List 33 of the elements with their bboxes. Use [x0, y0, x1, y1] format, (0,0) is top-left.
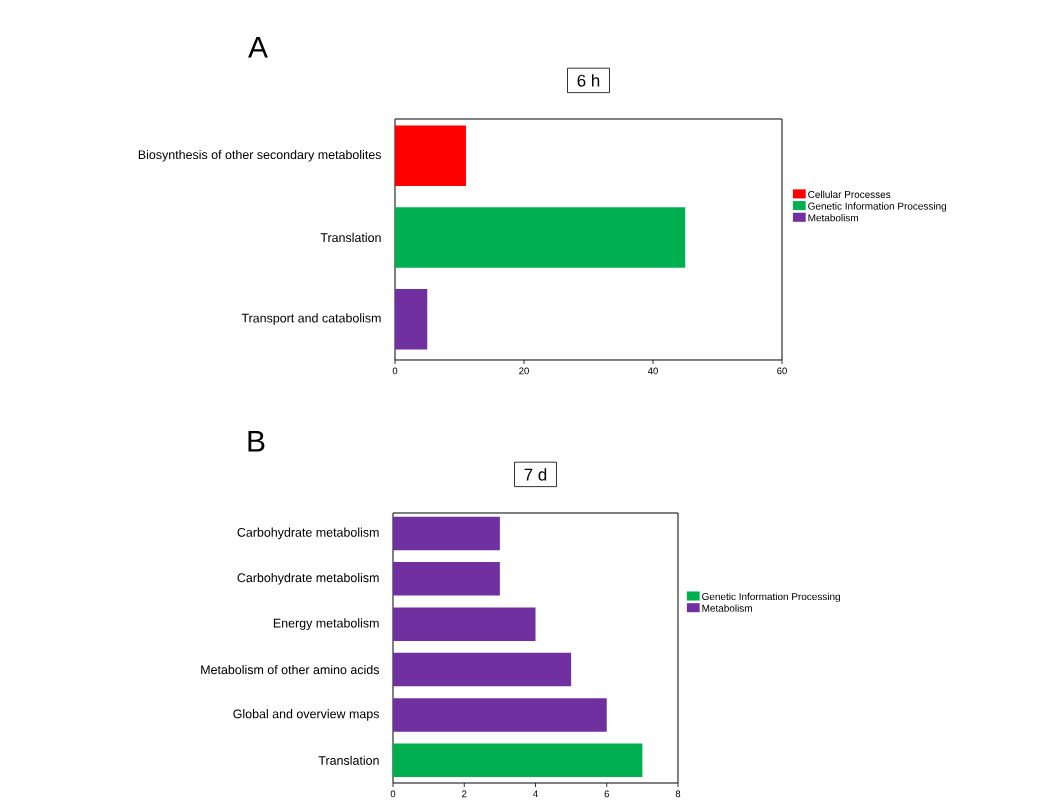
- y-tick-label: Translation: [320, 232, 381, 243]
- legend-label: Metabolism: [702, 604, 752, 612]
- y-tick-label: Metabolism of other amino acids: [201, 664, 379, 675]
- x-tick-label: 2: [462, 790, 467, 798]
- x-tick-label: 4: [533, 790, 538, 798]
- y-tick-label: Global and overview maps: [233, 709, 379, 721]
- bar: [393, 652, 572, 687]
- text: B: [248, 430, 265, 452]
- x-tick-label: 60: [777, 367, 787, 375]
- x-tick-label: 40: [647, 367, 658, 375]
- text: A: [248, 36, 268, 58]
- legend-label: Genetic Information Processing: [702, 592, 840, 603]
- bar: [393, 743, 643, 778]
- y-tick-label: Carbohydrate metabolism: [237, 572, 379, 585]
- y-tick-label: Translation: [318, 755, 379, 765]
- legend-label: Metabolism: [808, 214, 858, 222]
- x-tick-label: 6: [604, 790, 609, 798]
- legend-label: Genetic Information Processing: [808, 202, 947, 212]
- x-tick-label: 0: [392, 367, 398, 375]
- y-tick-label: Biosynthesis of other secondary metabolites: [138, 149, 381, 162]
- bar: [393, 516, 500, 551]
- y-tick-label: Carbohydrate metabolism: [237, 527, 379, 540]
- bar: [393, 607, 536, 641]
- x-tick-label: 0: [390, 790, 396, 798]
- chart-title: 7 d: [524, 468, 547, 481]
- x-tick-label: 20: [519, 367, 529, 375]
- legend-label: Cellular Processes: [808, 190, 891, 198]
- bar: [393, 698, 607, 732]
- y-tick-label: Transport and catabolism: [241, 313, 381, 325]
- y-tick-label: Energy metabolism: [273, 618, 379, 630]
- chart-title: 6 h: [577, 74, 600, 87]
- bar: [393, 562, 500, 596]
- x-tick-label: 8: [675, 790, 681, 798]
